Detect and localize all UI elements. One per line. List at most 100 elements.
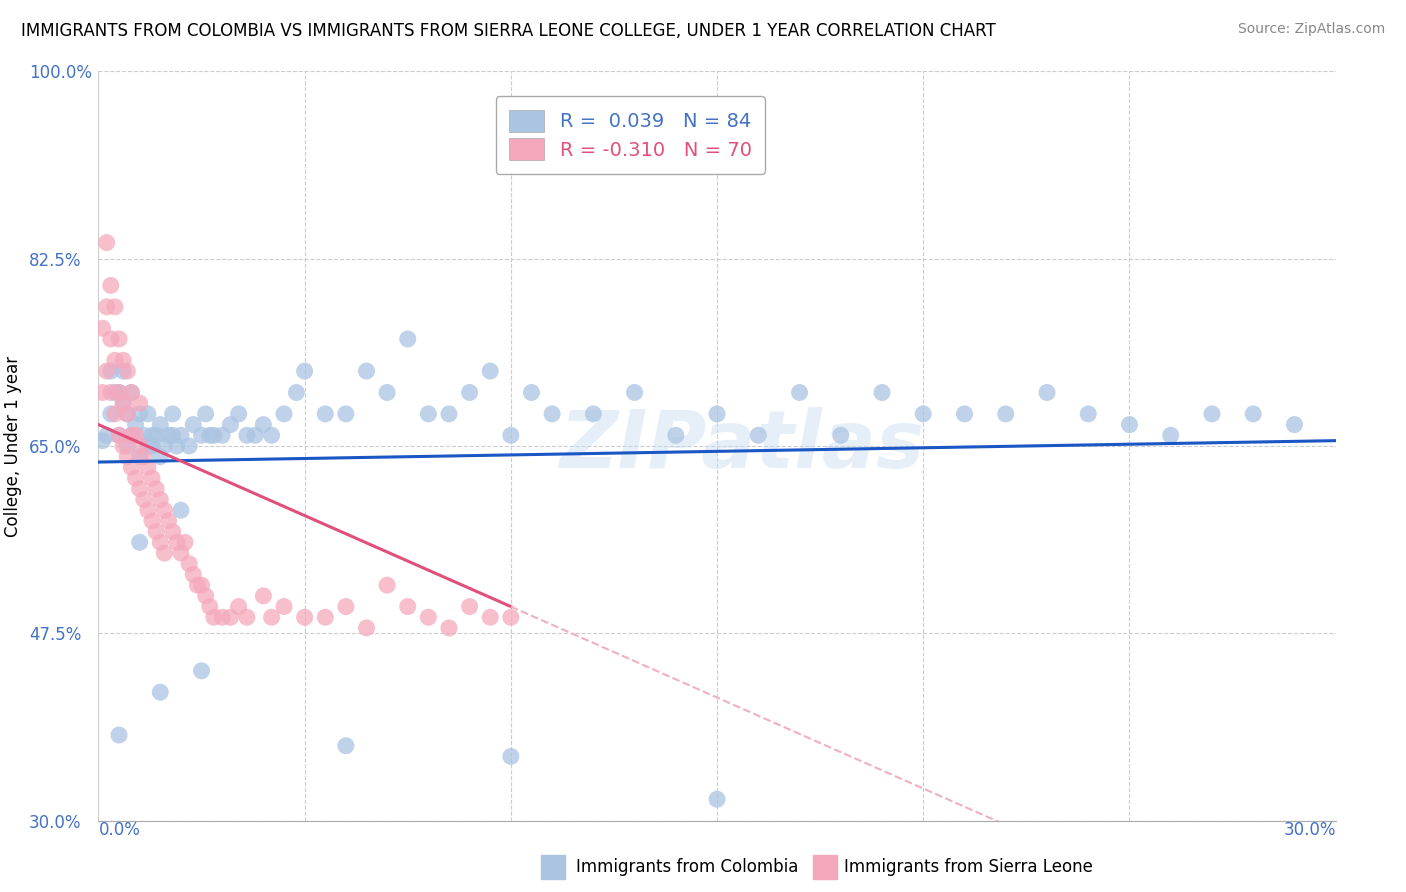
- Point: [1077, 407, 1099, 421]
- Point: [162, 407, 184, 421]
- Point: [100, 385, 122, 400]
- Point: [870, 385, 893, 400]
- Point: [273, 407, 295, 421]
- Point: [623, 385, 645, 400]
- Point: [190, 578, 212, 592]
- Point: [117, 364, 139, 378]
- Point: [1118, 417, 1140, 432]
- Point: [128, 535, 150, 549]
- Point: [96, 235, 118, 250]
- Point: [108, 332, 131, 346]
- Point: [285, 385, 308, 400]
- Point: [136, 439, 159, 453]
- Point: [100, 364, 122, 378]
- Point: [294, 610, 316, 624]
- Point: [1160, 428, 1182, 442]
- Point: [145, 524, 167, 539]
- Point: [153, 439, 176, 453]
- Point: [170, 428, 193, 442]
- Point: [149, 685, 172, 699]
- Point: [706, 407, 728, 421]
- Point: [100, 278, 122, 293]
- Point: [190, 664, 212, 678]
- Point: [108, 385, 131, 400]
- Point: [211, 428, 233, 442]
- Point: [136, 503, 159, 517]
- Text: 30.0%: 30.0%: [1284, 821, 1336, 838]
- Point: [228, 407, 250, 421]
- Point: [96, 428, 118, 442]
- Point: [96, 364, 118, 378]
- Point: [149, 450, 172, 464]
- Point: [356, 621, 378, 635]
- Point: [100, 332, 122, 346]
- Point: [541, 407, 564, 421]
- Point: [396, 599, 419, 614]
- Point: [228, 599, 250, 614]
- Point: [179, 557, 201, 571]
- Point: [153, 503, 176, 517]
- Point: [665, 428, 688, 442]
- Point: [202, 428, 225, 442]
- Point: [157, 428, 180, 442]
- Point: [170, 546, 193, 560]
- Point: [243, 428, 266, 442]
- Point: [108, 728, 131, 742]
- Point: [166, 535, 188, 549]
- Point: [375, 578, 398, 592]
- Point: [149, 535, 172, 549]
- Point: [104, 407, 127, 421]
- Point: [706, 792, 728, 806]
- Y-axis label: College, Under 1 year: College, Under 1 year: [4, 355, 22, 537]
- Point: [1201, 407, 1223, 421]
- Point: [157, 514, 180, 528]
- Point: [162, 524, 184, 539]
- Point: [124, 417, 146, 432]
- Point: [132, 450, 155, 464]
- Point: [124, 428, 146, 442]
- Point: [789, 385, 811, 400]
- Point: [1284, 417, 1306, 432]
- Text: 0.0%: 0.0%: [98, 821, 141, 838]
- Point: [112, 396, 135, 410]
- Point: [582, 407, 605, 421]
- Point: [437, 407, 460, 421]
- Point: [499, 610, 522, 624]
- Point: [479, 610, 502, 624]
- Point: [499, 428, 522, 442]
- Text: ZIPatlas: ZIPatlas: [560, 407, 924, 485]
- Point: [108, 428, 131, 442]
- Point: [994, 407, 1017, 421]
- Point: [166, 439, 188, 453]
- Point: [153, 546, 176, 560]
- Point: [1241, 407, 1264, 421]
- Point: [149, 417, 172, 432]
- Point: [145, 428, 167, 442]
- Text: Immigrants from Colombia: Immigrants from Colombia: [576, 858, 799, 876]
- Point: [117, 407, 139, 421]
- Point: [96, 300, 118, 314]
- Point: [117, 407, 139, 421]
- Point: [747, 428, 769, 442]
- Point: [335, 739, 357, 753]
- Point: [104, 385, 127, 400]
- Point: [190, 428, 212, 442]
- Point: [181, 417, 204, 432]
- Point: [252, 589, 274, 603]
- Point: [91, 434, 114, 448]
- Point: [953, 407, 976, 421]
- Point: [132, 428, 155, 442]
- Point: [91, 321, 114, 335]
- Point: [174, 535, 197, 549]
- Point: [112, 353, 135, 368]
- Point: [112, 396, 135, 410]
- Point: [314, 610, 336, 624]
- Legend: R =  0.039   N = 84, R = -0.310   N = 70: R = 0.039 N = 84, R = -0.310 N = 70: [495, 96, 765, 174]
- Point: [198, 599, 221, 614]
- Text: Immigrants from Sierra Leone: Immigrants from Sierra Leone: [844, 858, 1092, 876]
- Point: [479, 364, 502, 378]
- Point: [294, 364, 316, 378]
- Point: [186, 578, 208, 592]
- Point: [170, 503, 193, 517]
- Point: [120, 428, 142, 442]
